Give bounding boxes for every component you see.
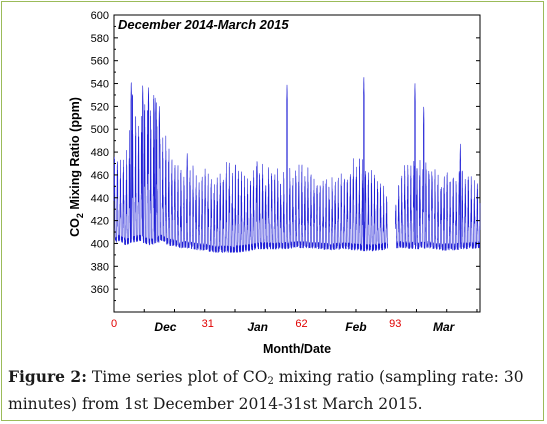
y-tick-label: 400 [91, 238, 109, 250]
x-month-label: Dec [154, 320, 176, 334]
co2-series-line [113, 77, 389, 253]
y-tick-label: 540 [91, 79, 109, 91]
caption-text-b: mixing ratio (sampling rate: 30 minutes)… [8, 368, 524, 413]
y-tick-label: 580 [91, 33, 109, 45]
y-tick-label: 380 [91, 261, 109, 273]
y-tick-label: 460 [91, 170, 109, 182]
series-layer [113, 77, 481, 253]
plot-area [113, 14, 481, 313]
y-tick-label: 500 [91, 124, 109, 136]
caption-label: Figure 2: [8, 367, 87, 386]
x-month-label: Jan [247, 320, 268, 334]
x-day-label: 93 [389, 318, 401, 330]
y-axis-label-sub: 2 [75, 213, 85, 218]
chart-title: December 2014-March 2015 [118, 17, 289, 32]
y-tick-label: 600 [91, 10, 109, 22]
y-tick-label: 420 [91, 216, 109, 228]
caption-text-a: Time series plot of CO [86, 368, 268, 386]
co2-time-series-chart: 360380400420440460480500520540560580600 … [68, 10, 481, 356]
x-month-label: Feb [345, 320, 366, 334]
y-axis-label-main: CO [68, 218, 82, 237]
y-tick-label: 560 [91, 56, 109, 68]
x-day-label: 0 [111, 318, 117, 330]
figure-caption: Figure 2: Time series plot of CO2 mixing… [8, 366, 543, 415]
caption-subscript: 2 [267, 376, 274, 387]
x-axis: 0 31 62 93 Dec Jan Feb Mar [111, 309, 478, 334]
x-day-label: 31 [202, 318, 214, 330]
y-tick-label: 360 [91, 284, 109, 296]
y-axis: 360 380 400 420 440 460 480 500 520 540 560 580 600 [91, 10, 480, 302]
y-tick-label: 480 [91, 147, 109, 159]
x-month-label: Mar [433, 320, 456, 334]
x-day-label: 62 [295, 318, 307, 330]
y-tick-label: 520 [91, 101, 109, 113]
x-axis-label: Month/Date [263, 342, 331, 356]
co2-series-line [395, 83, 481, 251]
y-axis-label: CO2 Mixing Ratio (ppm) [68, 97, 85, 237]
y-tick-label: 440 [91, 193, 109, 205]
y-axis-label-rest: Mixing Ratio (ppm) [68, 97, 82, 213]
